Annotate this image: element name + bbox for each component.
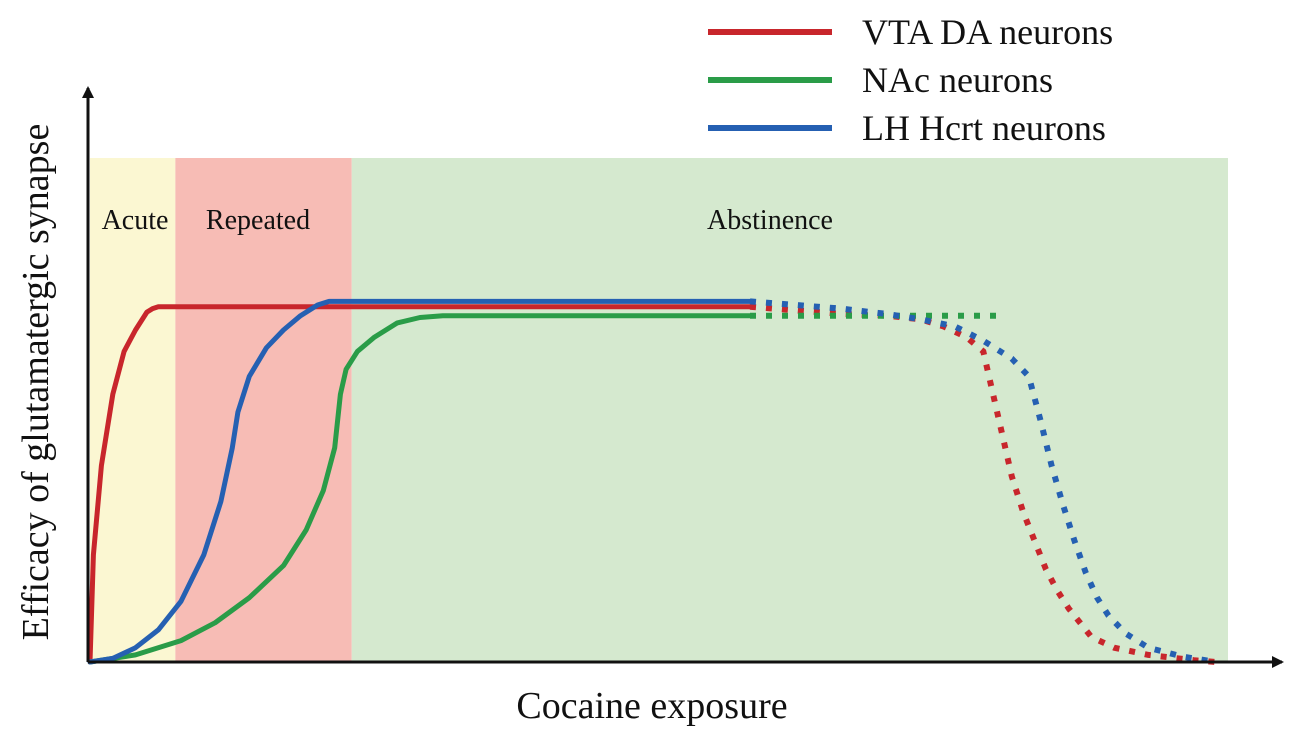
series-line-nac-neurons (87, 313, 753, 665)
y-axis-label: Efficacy of glutamatergic synapse (15, 124, 57, 641)
series-line-vta-da-neurons (87, 304, 753, 665)
legend-label-vta-da-neurons: VTA DA neurons (862, 12, 1113, 52)
phase-label-acute: Acute (102, 205, 169, 236)
x-axis-label: Cocaine exposure (516, 685, 787, 727)
series-lines (87, 298, 1218, 665)
legend: VTA DA neurons NAc neurons LH Hcrt neurons (708, 12, 1113, 148)
phase-band-abstinence (351, 158, 1228, 662)
legend-label-lh-hcrt-neurons: LH Hcrt neurons (862, 108, 1106, 148)
series-projection-vta-da-neurons (749, 303, 1217, 665)
series-projection-lh-hcrt-neurons (749, 298, 1218, 665)
phase-label-repeated: Repeated (206, 205, 310, 236)
phase-label-abstinence: Abstinence (707, 205, 833, 236)
phase-bands: Acute Repeated Abstinence (90, 158, 1228, 662)
phase-band-repeated (175, 158, 352, 662)
series-line-lh-hcrt-neurons (87, 298, 753, 665)
phase-band-acute (90, 158, 176, 662)
legend-label-nac-neurons: NAc neurons (862, 60, 1053, 100)
